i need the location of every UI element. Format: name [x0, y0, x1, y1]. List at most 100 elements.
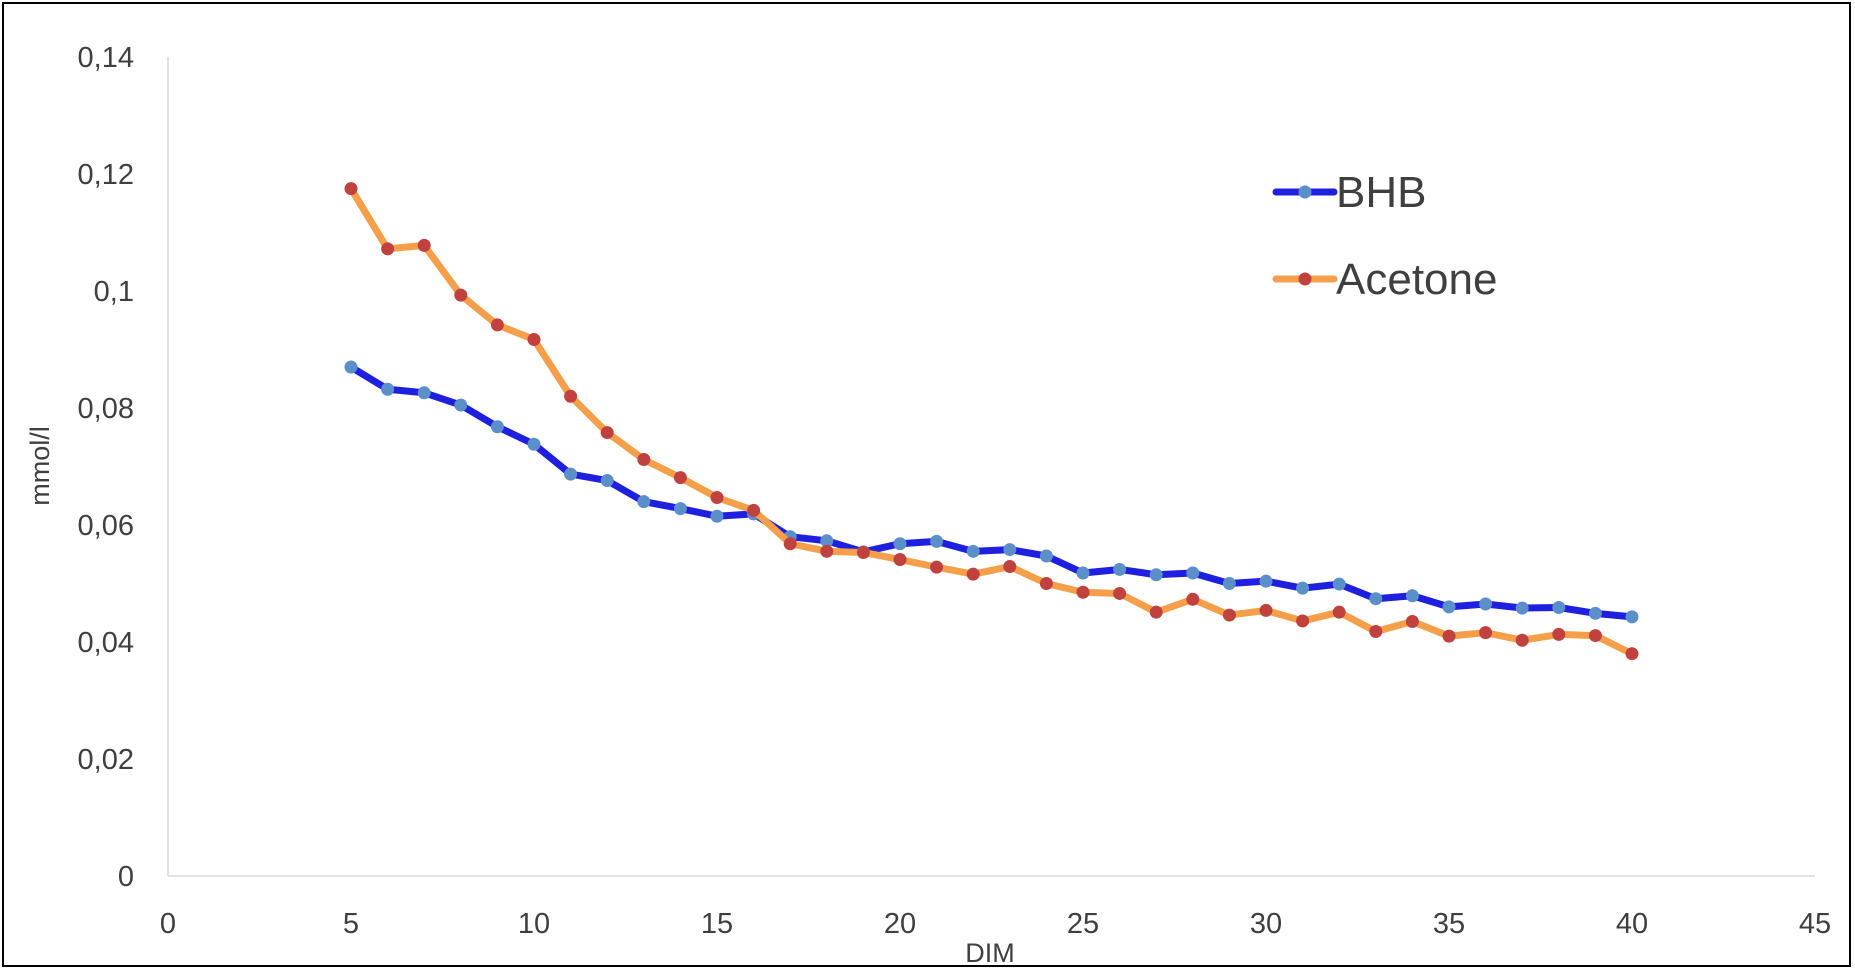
acetone-point — [1039, 577, 1053, 590]
bhb-point — [490, 420, 504, 434]
acetone-point — [820, 544, 834, 558]
bhb-point — [637, 495, 651, 509]
acetone-point — [893, 553, 907, 567]
acetone-point — [600, 426, 614, 440]
x-tick-label: 40 — [1616, 908, 1648, 940]
bhb-point — [1442, 600, 1456, 614]
bhb-point — [1405, 589, 1419, 603]
x-tick-label: 15 — [701, 908, 733, 940]
bhb-point — [1332, 577, 1346, 591]
bhb-point — [820, 534, 834, 548]
y-tick-label: 0,04 — [78, 627, 134, 659]
bhb-point — [344, 360, 358, 374]
acetone-point — [1369, 624, 1383, 638]
acetone-point — [1259, 603, 1273, 617]
acetone-point — [1149, 605, 1163, 619]
bhb-point — [1479, 597, 1493, 611]
bhb-point — [1515, 601, 1529, 615]
bhb-line — [347, 363, 1636, 621]
acetone-point — [856, 545, 870, 559]
acetone-point — [1186, 592, 1200, 606]
acetone-point — [564, 389, 578, 403]
y-axis-title: mmol/l — [25, 426, 55, 506]
x-tick-label: 45 — [1799, 908, 1831, 940]
acetone-point — [783, 537, 797, 551]
acetone-point — [1113, 586, 1127, 600]
bhb-point — [1222, 577, 1236, 590]
series-acetone — [344, 182, 1639, 661]
bhb-point — [1039, 549, 1053, 563]
bhb-point — [1186, 566, 1200, 580]
acetone-point — [1076, 585, 1090, 599]
acetone-point — [710, 491, 724, 505]
acetone-point — [1552, 627, 1566, 641]
acetone-point — [1588, 629, 1602, 643]
axes — [167, 57, 1815, 877]
y-tick-label: 0 — [118, 861, 134, 893]
bhb-point — [527, 437, 541, 451]
series-layer — [344, 182, 1639, 661]
acetone-point — [1332, 605, 1346, 619]
y-tick-label: 0,1 — [94, 276, 134, 308]
legend-marker-swatch — [1298, 185, 1312, 199]
bhb-point — [710, 509, 724, 523]
y-tick-labels: 0 0,02 0,04 0,06 0,08 0,1 0,12 0,14 — [78, 42, 134, 893]
x-tick-label: 30 — [1250, 908, 1282, 940]
legend-label: BHB — [1336, 168, 1426, 217]
acetone-point — [1479, 626, 1493, 640]
acetone-point — [930, 560, 944, 574]
acetone-point — [490, 318, 504, 332]
bhb-point — [1076, 566, 1090, 580]
legend-marker-swatch — [1298, 272, 1312, 286]
bhb-point — [893, 537, 907, 551]
x-tick-label: 0 — [160, 908, 176, 940]
acetone-line — [347, 185, 1636, 658]
acetone-point — [381, 242, 395, 256]
bhb-point — [966, 544, 980, 558]
bhb-point — [1625, 610, 1639, 624]
x-tick-labels: 0 5 10 15 20 25 30 35 40 45 — [160, 908, 1831, 940]
bhb-point — [417, 386, 431, 400]
legend: BHB Acetone — [1272, 168, 1497, 304]
x-tick-label: 10 — [518, 908, 550, 940]
acetone-point — [454, 288, 468, 302]
bhb-point — [1149, 568, 1163, 582]
x-tick-label: 5 — [343, 908, 359, 940]
acetone-point — [527, 333, 541, 347]
bhb-point — [1003, 543, 1017, 557]
bhb-point — [454, 398, 468, 412]
y-tick-label: 0,14 — [78, 42, 134, 74]
bhb-point — [1113, 562, 1127, 576]
bhb-point — [1369, 592, 1383, 606]
bhb-point — [1296, 581, 1310, 595]
bhb-point — [1588, 606, 1602, 620]
acetone-point — [417, 238, 431, 252]
bhb-point — [1259, 574, 1273, 588]
acetone-point — [1515, 633, 1529, 647]
acetone-point — [1296, 614, 1310, 628]
bhb-point — [1552, 600, 1566, 614]
acetone-point — [1222, 608, 1236, 622]
y-tick-label: 0,02 — [78, 744, 134, 776]
bhb-point — [381, 382, 395, 396]
legend-label: Acetone — [1336, 255, 1497, 304]
bhb-point — [564, 467, 578, 481]
acetone-point — [1625, 647, 1639, 661]
bhb-point — [930, 534, 944, 548]
y-tick-label: 0,08 — [78, 393, 134, 425]
bhb-point — [600, 474, 614, 488]
x-tick-label: 25 — [1067, 908, 1099, 940]
acetone-point — [1003, 560, 1017, 574]
x-tick-label: 20 — [884, 908, 916, 940]
acetone-point — [1442, 629, 1456, 643]
x-tick-label: 35 — [1433, 908, 1465, 940]
legend-item-bhb: BHB — [1272, 168, 1426, 217]
acetone-point — [966, 567, 980, 581]
acetone-point — [344, 182, 358, 196]
acetone-point — [747, 503, 761, 517]
series-bhb — [344, 360, 1639, 624]
acetone-point — [637, 452, 651, 466]
acetone-point — [673, 471, 687, 485]
